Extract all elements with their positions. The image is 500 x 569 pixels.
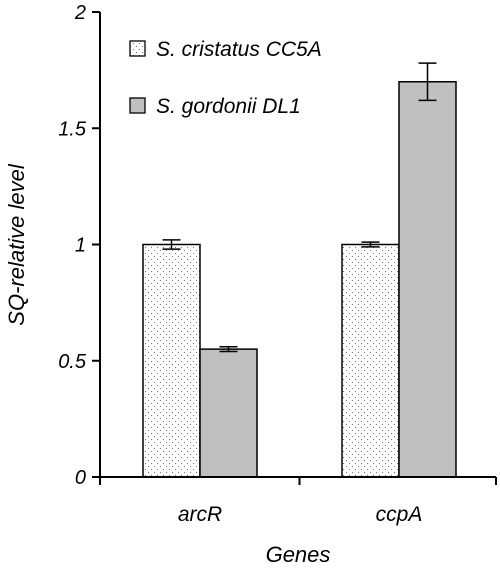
error-bars-layer (162, 62, 437, 353)
legend: S. cristatus CC5A S. gordonii DL1 (129, 38, 322, 118)
x-axis-title: Genes (266, 542, 331, 567)
y-tick-label: 0.5 (58, 351, 87, 373)
x-category-label: ccpA (376, 503, 423, 526)
bar-ccpA-series-1 (341, 243, 400, 478)
y-tick-label: 1 (75, 235, 86, 257)
x-category-label: arcR (178, 503, 222, 526)
legend-label-series-2: S. gordonii DL1 (156, 95, 301, 118)
legend-swatch-series-1 (129, 40, 146, 57)
bar-ccpA-series-2 (398, 81, 457, 478)
y-tick-label: 1.5 (58, 118, 87, 140)
bar-arcR-series-1 (142, 243, 201, 478)
y-ticks-layer: 0 0.5 1 1.5 2 (58, 2, 100, 489)
x-ticks-layer: arcR ccpA (99, 477, 497, 526)
legend-label-series-1: S. cristatus CC5A (156, 38, 322, 61)
bars-layer (142, 81, 457, 478)
y-axis-title: SQ-relative level (4, 163, 29, 326)
y-tick-label: 2 (74, 2, 86, 24)
legend-swatch-series-2 (129, 97, 146, 114)
y-tick-label: 0 (75, 467, 86, 489)
bar-arcR-series-2 (199, 348, 258, 478)
